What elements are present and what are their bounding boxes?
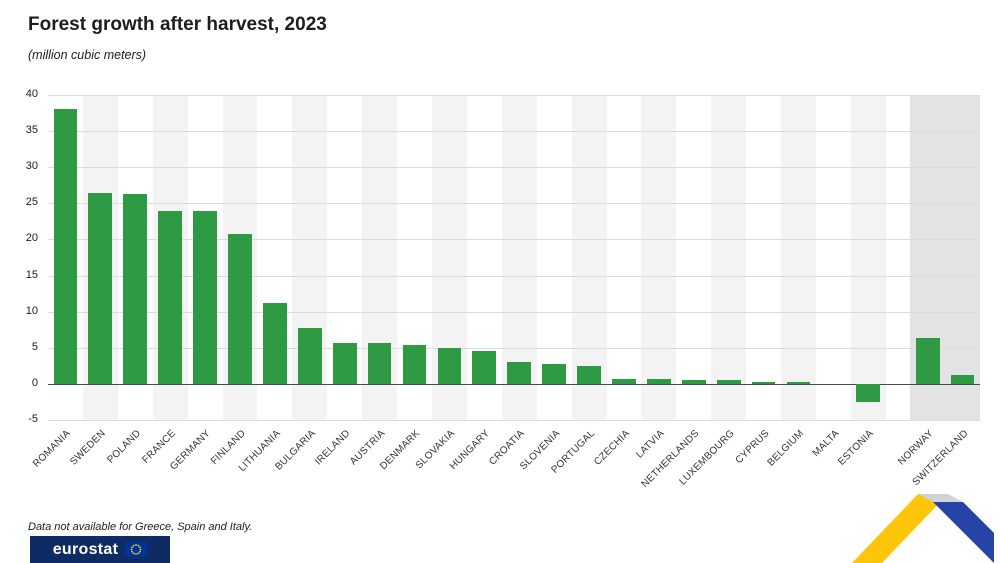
decorative-ribbon: [852, 494, 994, 563]
x-label-col-slovenia: SLOVENIA: [518, 420, 572, 528]
column-bulgaria: [292, 95, 328, 420]
y-tick-label: -5: [28, 413, 38, 425]
bar-slovenia: [542, 364, 566, 384]
x-label-col-germany: GERMANY: [168, 420, 223, 528]
column-switzerland: [945, 95, 980, 420]
y-tick-label: 10: [25, 304, 38, 317]
column-latvia: [641, 95, 677, 420]
column-malta: [815, 95, 851, 420]
bar-poland: [123, 193, 148, 384]
bar-ireland: [332, 342, 357, 384]
bar-lithuania: [263, 303, 287, 384]
y-tick-label: 35: [25, 124, 38, 137]
x-label-col-france: FRANCE: [140, 420, 188, 528]
column-belgium: [781, 95, 816, 420]
column-czechia: [606, 95, 642, 420]
bar-estonia: [856, 383, 881, 402]
x-label-col-sweden: SWEDEN: [68, 420, 118, 528]
bar-switzerland: [950, 375, 975, 384]
bar-austria: [367, 343, 392, 384]
chart-title: Forest growth after harvest, 2023: [28, 14, 327, 35]
column-norway: [910, 95, 946, 420]
ribbon-fold: [918, 494, 963, 502]
column-poland: [117, 95, 153, 420]
plot-columns: [48, 95, 980, 420]
eurostat-logo: eurostat: [30, 536, 170, 563]
bar-denmark: [402, 344, 427, 384]
bar-hungary: [472, 351, 497, 384]
bar-netherlands: [681, 379, 706, 384]
efta-gap: [885, 95, 911, 420]
x-label-col-belgium: BELGIUM: [766, 420, 816, 528]
plot-area: 40 35 30 25 20 15 10 5 0 -5: [26, 88, 980, 425]
column-luxembourg: [711, 95, 747, 420]
x-label-col-czechia: CZECHIA: [592, 420, 642, 528]
chart-subtitle: (million cubic meters): [28, 48, 147, 62]
column-slovakia: [431, 95, 467, 420]
column-sweden: [82, 95, 118, 420]
y-tick-label: 30: [25, 160, 38, 173]
y-tick-label: 15: [25, 268, 38, 281]
ribbon-blue-band: [933, 502, 994, 563]
column-cyprus: [746, 95, 782, 420]
x-label-col-austria: AUSTRIA: [348, 420, 397, 528]
x-label-col-lithuania: LITHUANIA: [237, 420, 292, 528]
bar-latvia: [646, 378, 671, 384]
column-ireland: [327, 95, 363, 420]
bar-slovakia: [437, 347, 462, 384]
column-croatia: [501, 95, 537, 420]
x-label-col-hungary: HUNGARY: [448, 420, 502, 528]
bar-czechia: [612, 378, 636, 384]
x-labels: ROMANIA SWEDEN POLAND FRANCE GERMANY FINLAND L…: [31, 420, 980, 528]
column-denmark: [397, 95, 432, 420]
bar-sweden: [88, 192, 113, 384]
x-label-col-croatia: CROATIA: [487, 420, 537, 528]
x-label-col-cyprus: CYPRUS: [733, 420, 781, 528]
eu-flag-icon: [125, 542, 148, 557]
bar-croatia: [507, 362, 532, 384]
eurostat-logo-text: eurostat: [52, 540, 119, 558]
y-tick-label: 25: [25, 196, 38, 209]
column-france: [152, 95, 188, 420]
y-tick-label: 40: [25, 88, 38, 100]
x-label-col-finland: FINLAND: [209, 420, 258, 528]
column-germany: [187, 95, 223, 420]
y-tick-label: 20: [25, 232, 38, 245]
column-estonia: [850, 95, 886, 420]
column-netherlands: [676, 95, 712, 420]
column-finland: [222, 95, 258, 420]
column-slovenia: [536, 95, 572, 420]
x-label: ROMANIA: [31, 428, 74, 470]
bar-belgium: [786, 382, 811, 384]
x-label-col-portugal: PORTUGAL: [549, 420, 607, 528]
column-portugal: [571, 95, 607, 420]
column-austria: [362, 95, 398, 420]
ribbon-yellow-band: [852, 494, 948, 563]
bar-bulgaria: [297, 327, 322, 384]
column-romania: [48, 95, 83, 420]
bar-finland: [228, 233, 252, 384]
y-tick-label: 5: [31, 340, 38, 353]
y-axis: 40 35 30 25 20 15 10 5 0 -5: [16, 88, 46, 425]
y-tick-label: 0: [31, 376, 38, 389]
x-label-col-bulgaria: BULGARIA: [273, 420, 327, 528]
x-label-col-luxembourg: LUXEMBOURG: [677, 420, 746, 528]
bar-luxembourg: [716, 380, 741, 384]
column-hungary: [466, 95, 502, 420]
bar-portugal: [577, 365, 601, 384]
x-label-col-romania: ROMANIA: [31, 420, 83, 528]
bar-romania: [53, 109, 78, 384]
x-label-col-ireland: IRELAND: [313, 420, 362, 528]
bar-chart: 40 35 30 25 20 15 10 5 0 -5 ROMANIA SWEDEN POLAND FR…: [18, 88, 980, 528]
column-lithuania: [257, 95, 293, 420]
bar-france: [158, 210, 183, 384]
x-label-col-denmark: DENMARK: [378, 420, 432, 528]
x-label-col-poland: POLAND: [105, 420, 153, 528]
bar-cyprus: [751, 382, 776, 384]
x-label-col-slovakia: SLOVAKIA: [414, 420, 467, 528]
footnote: Data not available for Greece, Spain and…: [28, 521, 253, 533]
bar-germany: [193, 210, 217, 384]
bar-norway: [915, 338, 940, 384]
